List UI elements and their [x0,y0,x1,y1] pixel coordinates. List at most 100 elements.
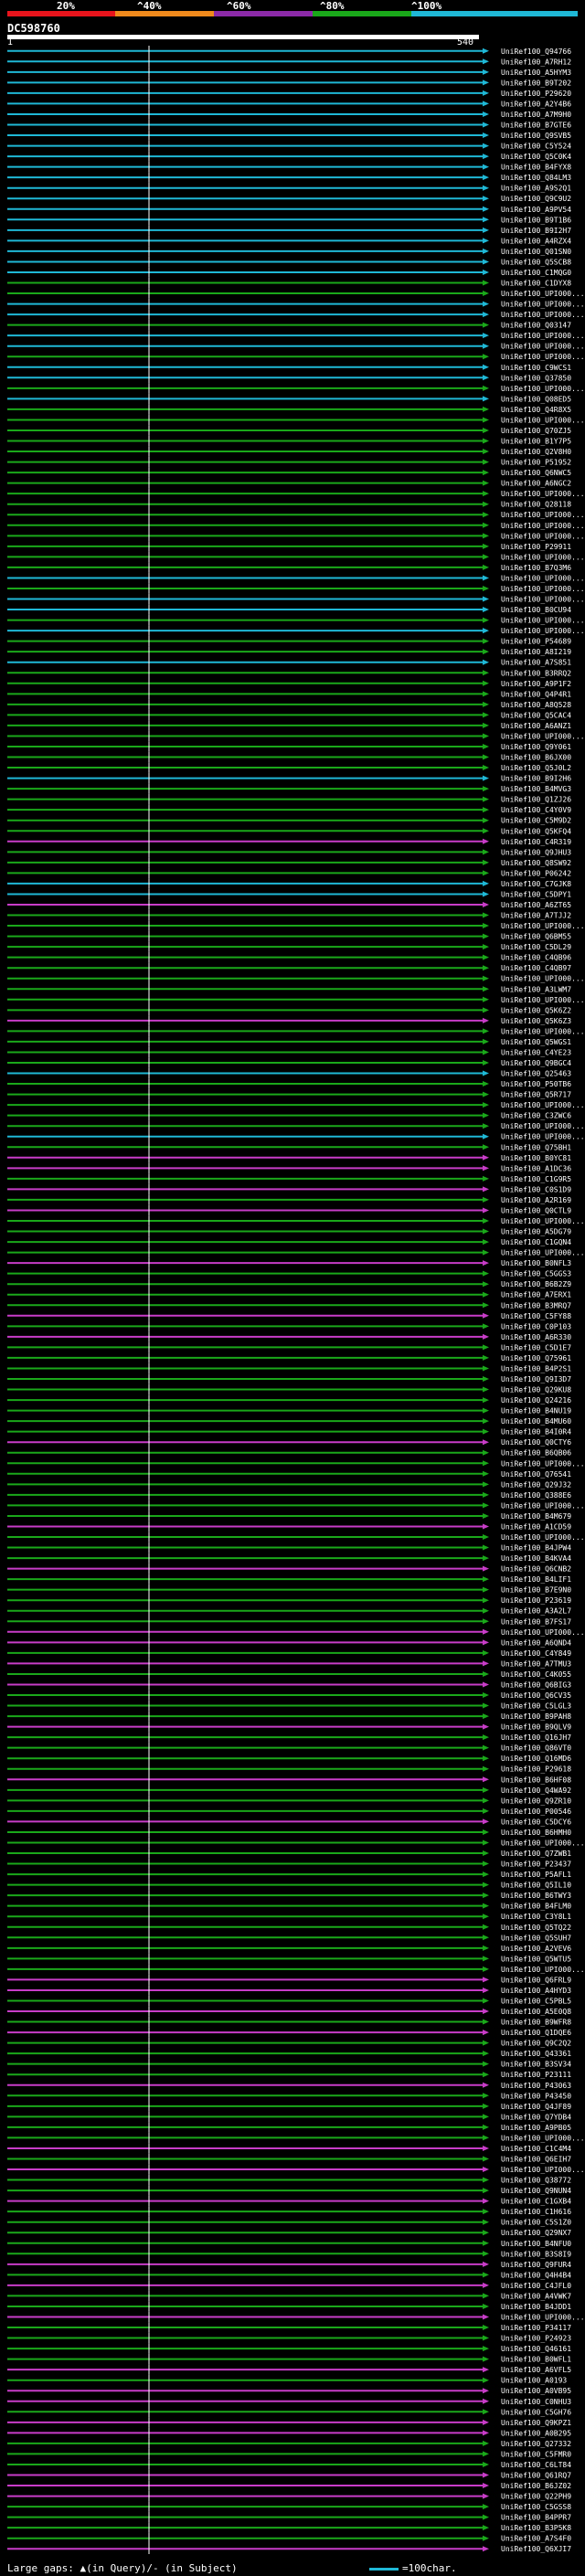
hit-label[interactable]: UniRef100_C1GXB4 [501,2198,571,2206]
hit-label[interactable]: UniRef100_UPI000... [501,1217,585,1225]
hit-label[interactable]: UniRef100_UPI000... [501,2134,585,2142]
hit-label[interactable]: UniRef100_UPI000... [501,1459,585,1468]
hit-label[interactable]: UniRef100_Q29KU8 [501,1386,571,1394]
hit-label[interactable]: UniRef100_Q27332 [501,2440,571,2448]
hit-label[interactable]: UniRef100_A2VEV6 [501,1945,571,1953]
hit-label[interactable]: UniRef100_A0B295 [501,2429,571,2437]
hit-label[interactable]: UniRef100_Q7YDB4 [501,2113,571,2121]
hit-label[interactable]: UniRef100_Q9Y061 [501,743,571,751]
hit-label[interactable]: UniRef100_Q61RQ7 [501,2471,571,2479]
hit-label[interactable]: UniRef100_P24923 [501,2335,571,2343]
hit-label[interactable]: UniRef100_Q03147 [501,322,571,330]
hit-label[interactable]: UniRef100_Q6NWC5 [501,469,571,477]
hit-label[interactable]: UniRef100_C1H616 [501,2208,571,2216]
hit-label[interactable]: UniRef100_C4R319 [501,838,571,846]
hit-label[interactable]: UniRef100_A7RH12 [501,58,571,66]
hit-label[interactable]: UniRef100_Q4H4B4 [501,2271,571,2279]
hit-label[interactable]: UniRef100_P29620 [501,90,571,98]
hit-label[interactable]: UniRef100_Q84LM3 [501,174,571,182]
hit-label[interactable]: UniRef100_Q388E6 [501,1491,571,1500]
hit-label[interactable]: UniRef100_C4YE23 [501,1048,571,1056]
hit-label[interactable]: UniRef100_C5Y524 [501,143,571,151]
hit-label[interactable]: UniRef100_UPI000... [501,1027,585,1035]
hit-label[interactable]: UniRef100_Q24216 [501,1396,571,1405]
hit-label[interactable]: UniRef100_Q01SN0 [501,248,571,256]
hit-label[interactable]: UniRef100_UPI000... [501,2166,585,2174]
hit-label[interactable]: UniRef100_Q5K6Z3 [501,1017,571,1025]
hit-label[interactable]: UniRef100_Q6CNB2 [501,1565,571,1574]
hit-label[interactable]: UniRef100_B4JDD1 [501,2303,571,2311]
hit-label[interactable]: UniRef100_Q37850 [501,374,571,382]
hit-label[interactable]: UniRef100_Q43361 [501,2050,571,2058]
hit-label[interactable]: UniRef100_Q5TQ22 [501,1924,571,1932]
hit-label[interactable]: UniRef100_C5FMR0 [501,2450,571,2458]
hit-label[interactable]: UniRef100_UPI000... [501,1533,585,1542]
hit-label[interactable]: UniRef100_A6NGC2 [501,480,571,488]
hit-label[interactable]: UniRef100_B4MU60 [501,1417,571,1426]
hit-label[interactable]: UniRef100_P43450 [501,2092,571,2100]
hit-label[interactable]: UniRef100_B0YC81 [501,1154,571,1162]
hit-label[interactable]: UniRef100_Q1ZJ26 [501,796,571,804]
hit-label[interactable]: UniRef100_Q4R8X5 [501,406,571,414]
hit-label[interactable]: UniRef100_Q5SCB8 [501,258,571,266]
hit-label[interactable]: UniRef100_Q9FUR4 [501,2261,571,2269]
hit-label[interactable]: UniRef100_UPI000... [501,2313,585,2321]
hit-label[interactable]: UniRef100_UPI000... [501,522,585,530]
hit-label[interactable]: UniRef100_Q9JHU3 [501,848,571,856]
hit-label[interactable]: UniRef100_A7TJJ2 [501,912,571,920]
hit-label[interactable]: UniRef100_UPI000... [501,1839,585,1847]
hit-label[interactable]: UniRef100_C4K055 [501,1670,571,1679]
hit-label[interactable]: UniRef100_C0S1D9 [501,1185,571,1193]
hit-label[interactable]: UniRef100_P06242 [501,869,571,877]
hit-label[interactable]: UniRef100_C0NHU3 [501,2398,571,2406]
hit-label[interactable]: UniRef100_A7M9H0 [501,111,571,119]
hit-label[interactable]: UniRef100_Q1DQE6 [501,2029,571,2037]
hit-label[interactable]: UniRef100_UPI000... [501,1122,585,1130]
hit-label[interactable]: UniRef100_UPI000... [501,290,585,298]
hit-label[interactable]: UniRef100_B4NFU0 [501,2240,571,2248]
hit-label[interactable]: UniRef100_C5FY88 [501,1312,571,1320]
hit-label[interactable]: UniRef100_UPI000... [501,627,585,635]
hit-label[interactable]: UniRef100_A5HYM3 [501,69,571,77]
hit-label[interactable]: UniRef100_UPI000... [501,1628,585,1637]
hit-label[interactable]: UniRef100_UPI000... [501,532,585,540]
hit-label[interactable]: UniRef100_Q22PH9 [501,2493,571,2501]
hit-label[interactable]: UniRef100_B6HMH0 [501,1829,571,1837]
hit-label[interactable]: UniRef100_A4HYD3 [501,1987,571,1995]
hit-label[interactable]: UniRef100_A7TMU3 [501,1659,571,1668]
hit-label[interactable]: UniRef100_UPI000... [501,922,585,930]
hit-label[interactable]: UniRef100_B4FLM0 [501,1903,571,1911]
hit-label[interactable]: UniRef100_C4Y849 [501,1649,571,1658]
hit-label[interactable]: UniRef100_UPI000... [501,1101,585,1109]
hit-label[interactable]: UniRef100_A4RZX4 [501,237,571,245]
hit-label[interactable]: UniRef100_C9WCS1 [501,364,571,372]
hit-label[interactable]: UniRef100_A4VWK7 [501,2292,571,2300]
hit-label[interactable]: UniRef100_Q70ZJ5 [501,427,571,435]
hit-label[interactable]: UniRef100_B3MRQ7 [501,1301,571,1309]
hit-label[interactable]: UniRef100_C4JFL0 [501,2282,571,2290]
hit-label[interactable]: UniRef100_C3Y8L1 [501,1913,571,1921]
hit-label[interactable]: UniRef100_Q5J0L2 [501,764,571,772]
hit-label[interactable]: UniRef100_A9PB05 [501,2124,571,2132]
hit-label[interactable]: UniRef100_UPI000... [501,585,585,593]
hit-label[interactable]: UniRef100_P23437 [501,1860,571,1869]
hit-label[interactable]: UniRef100_UPI000... [501,1966,585,1974]
hit-label[interactable]: UniRef100_C5DPY1 [501,890,571,898]
hit-label[interactable]: UniRef100_B7E9N0 [501,1586,571,1595]
hit-label[interactable]: UniRef100_Q8SW92 [501,859,571,867]
hit-label[interactable]: UniRef100_UPI000... [501,596,585,604]
hit-label[interactable]: UniRef100_Q0CTY6 [501,1438,571,1447]
hit-label[interactable]: UniRef100_Q4JF89 [501,2103,571,2111]
hit-label[interactable]: UniRef100_Q38772 [501,2177,571,2185]
hit-label[interactable]: UniRef100_UPI000... [501,301,585,309]
hit-label[interactable]: UniRef100_B4M679 [501,1512,571,1521]
hit-label[interactable]: UniRef100_Q9BGC4 [501,1059,571,1067]
hit-label[interactable]: UniRef100_A6QND4 [501,1638,571,1647]
hit-label[interactable]: UniRef100_A7ERX1 [501,1291,571,1299]
hit-label[interactable]: UniRef100_B9I2H7 [501,227,571,235]
hit-label[interactable]: UniRef100_P43063 [501,2082,571,2090]
hit-label[interactable]: UniRef100_A7S851 [501,659,571,667]
hit-label[interactable]: UniRef100_B4KVA4 [501,1554,571,1563]
hit-label[interactable]: UniRef100_P00546 [501,1807,571,1816]
hit-label[interactable]: UniRef100_C3ZWC6 [501,1112,571,1120]
